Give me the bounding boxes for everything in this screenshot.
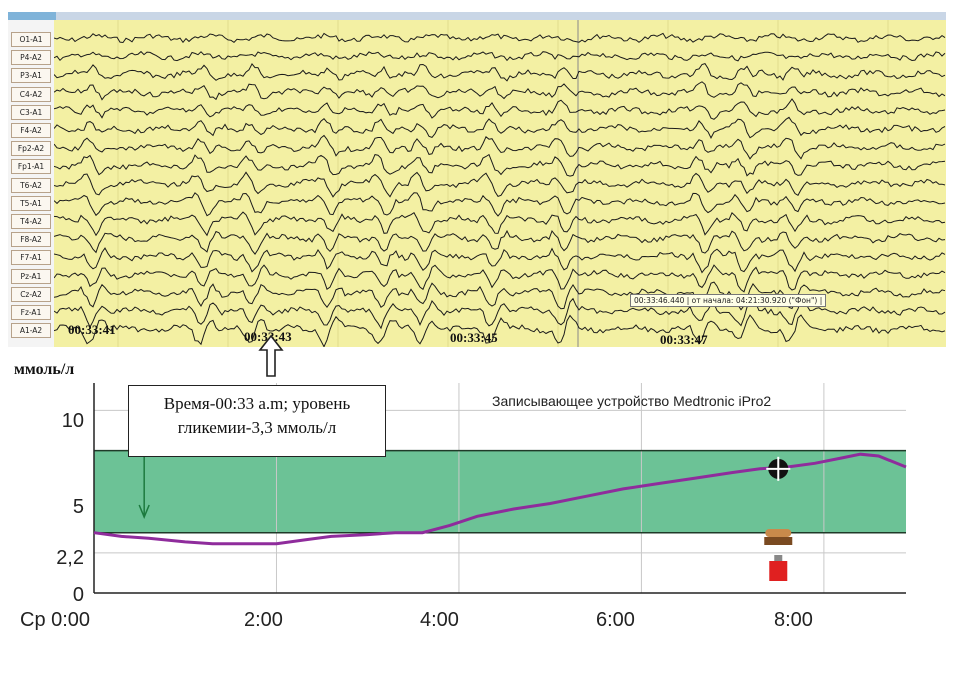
- eeg-trace-area[interactable]: 00:33:46.440 | от начала: 04:21:30.920 (…: [54, 20, 946, 347]
- eeg-time-label: 00:33:43: [244, 329, 292, 344]
- glucose-chart: ммоль/л Записывающее устройство Medtroni…: [0, 355, 964, 673]
- eeg-trace: [54, 171, 946, 198]
- channel-label[interactable]: Fp2-A2: [11, 141, 51, 157]
- x-tick-label: 4:00: [420, 609, 459, 631]
- eeg-trace: [54, 211, 946, 237]
- x-tick-label: 8:00: [774, 609, 813, 631]
- y-tick-label: 2,2: [56, 547, 84, 569]
- channel-label[interactable]: P4-A2: [11, 50, 51, 66]
- eeg-time-label: 00:33:45: [450, 330, 498, 345]
- arrow-down-icon: [138, 504, 150, 519]
- eeg-toolbar-accent: [8, 12, 56, 20]
- annotation-box: Время-00:33 a.m; уровень гликемии-3,3 мм…: [128, 385, 386, 457]
- channel-label[interactable]: F8-A2: [11, 232, 51, 248]
- insulin-marker-icon[interactable]: [769, 555, 788, 581]
- y-axis-unit: ммоль/л: [14, 361, 75, 378]
- channel-label[interactable]: Fz-A1: [11, 305, 51, 320]
- eeg-trace: [54, 134, 946, 160]
- channel-label[interactable]: P3-A1: [11, 68, 51, 84]
- eeg-trace: [54, 62, 946, 82]
- eeg-channel-labels: O1-A1 P4-A2 P3-A1 C4-A2 C3-A1 F4-A2 Fp2-A2 Fp1-…: [8, 20, 54, 347]
- crosshair-marker-icon[interactable]: [766, 456, 791, 481]
- glucose-curve: [93, 452, 907, 546]
- device-label: Записывающее устройство Medtronic iPro2: [492, 393, 772, 409]
- eeg-trace: [54, 192, 946, 217]
- channel-label[interactable]: T4-A2: [11, 214, 51, 229]
- channel-label[interactable]: T5-A1: [11, 195, 51, 211]
- y-tick-label: 5: [72, 496, 84, 518]
- x-tick-label: Ср 0:00: [20, 609, 91, 631]
- meal-marker-icon[interactable]: [764, 529, 793, 545]
- channel-label[interactable]: C4-A2: [11, 86, 51, 102]
- channel-label[interactable]: O1-A1: [11, 32, 51, 47]
- channel-label[interactable]: Cz-A2: [11, 286, 51, 302]
- eeg-trace: [54, 116, 946, 140]
- channel-label[interactable]: F7-A1: [11, 250, 51, 266]
- eeg-trace: [54, 50, 946, 62]
- eeg-traces: [54, 20, 946, 347]
- eeg-cursor-tooltip: 00:33:46.440 | от начала: 04:21:30.920 (…: [630, 294, 827, 307]
- eeg-trace: [54, 153, 946, 177]
- channel-label[interactable]: T6-A2: [11, 177, 51, 193]
- eeg-trace: [54, 314, 946, 347]
- eeg-trace: [54, 264, 946, 293]
- eeg-time-label: 00:33:47: [660, 332, 708, 347]
- channel-label[interactable]: F4-A2: [11, 123, 51, 138]
- channel-label[interactable]: C3-A1: [11, 104, 51, 120]
- eeg-trace: [54, 297, 946, 330]
- up-arrow-icon: [258, 334, 284, 377]
- eeg-time-label: 00:33:41: [68, 322, 116, 337]
- eeg-trace: [54, 32, 946, 44]
- channel-label[interactable]: Pz-A1: [11, 268, 51, 284]
- channel-label[interactable]: A1-A2: [11, 323, 51, 339]
- x-tick-label: 2:00: [244, 609, 283, 631]
- eeg-trace: [54, 247, 946, 274]
- y-tick-label: 0: [72, 584, 84, 606]
- eeg-toolbar: [8, 12, 946, 20]
- eeg-panel: O1-A1 P4-A2 P3-A1 C4-A2 C3-A1 F4-A2 Fp2-A2 Fp1-…: [8, 12, 946, 347]
- eeg-trace: [54, 229, 946, 255]
- eeg-trace: [54, 98, 946, 120]
- eeg-trace: [54, 81, 946, 101]
- channel-label[interactable]: Fp1-A1: [11, 159, 51, 175]
- y-tick-label: 10: [61, 410, 84, 432]
- annotation-line: гликемии-3,3 ммоль/л: [177, 418, 337, 437]
- x-tick-label: 6:00: [596, 609, 635, 631]
- annotation-line: Время-00:33 a.m; уровень: [163, 394, 351, 413]
